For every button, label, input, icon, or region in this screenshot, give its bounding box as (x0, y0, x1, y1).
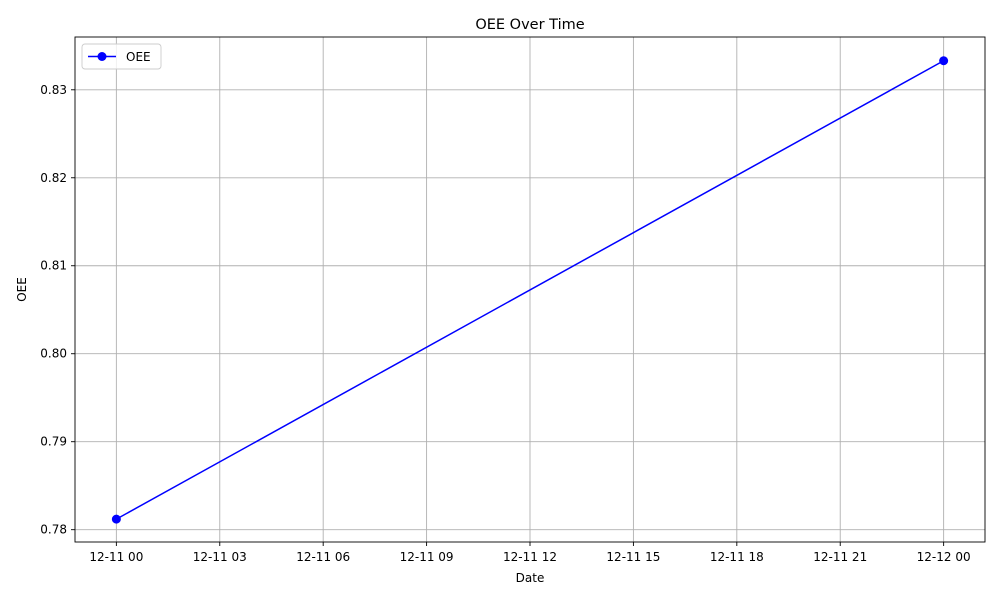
y-tick-label: 0.80 (40, 347, 67, 361)
y-tick-label: 0.82 (40, 171, 67, 185)
x-tick-label: 12-11 21 (813, 550, 867, 564)
x-tick-label: 12-12 00 (917, 550, 971, 564)
x-tick-label: 12-11 00 (89, 550, 143, 564)
x-tick-label: 12-11 15 (606, 550, 660, 564)
legend-marker-swatch (97, 52, 107, 61)
legend-box (81, 43, 162, 70)
chart-title: OEE Over Time (475, 17, 584, 33)
data-point (939, 56, 949, 66)
x-tick-label: 12-11 06 (296, 550, 350, 564)
x-tick-label: 12-11 18 (710, 550, 764, 564)
y-tick-label: 0.78 (40, 523, 67, 537)
series-line-oee (116, 60, 944, 520)
x-tick-label: 12-11 09 (400, 550, 454, 564)
x-tick-label: 12-11 12 (503, 550, 557, 564)
data-point (111, 514, 121, 524)
legend-label-oee: OEE (126, 50, 151, 64)
y-tick-label: 0.83 (40, 83, 67, 97)
y-tick-label: 0.79 (40, 435, 67, 449)
y-axis-title: OEE (15, 277, 29, 302)
x-tick-label: 12-11 03 (193, 550, 247, 564)
grid-layer (75, 37, 985, 542)
x-axis-title: Date (516, 571, 545, 585)
series-layer (111, 56, 949, 524)
ticks-layer: 12-11 00 12-11 03 12-11 06 12-11 09 12-11 12… (40, 83, 970, 564)
y-tick-label: 0.81 (40, 259, 67, 273)
legend: OEE (81, 43, 162, 70)
